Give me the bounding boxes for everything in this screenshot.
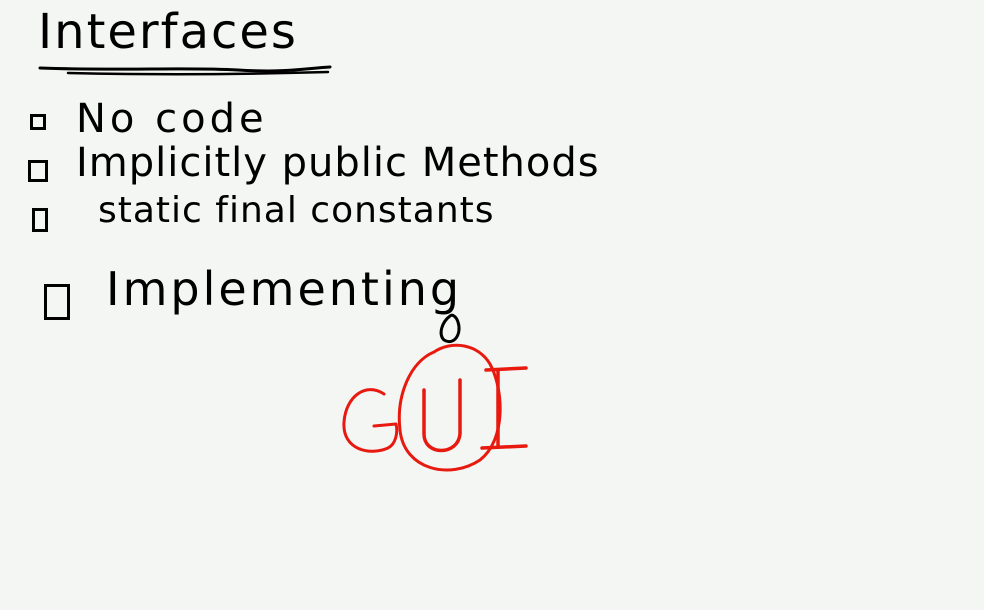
checkbox-icon[interactable]: [28, 160, 48, 182]
checkbox-icon[interactable]: [32, 208, 48, 232]
list-item-label: static final constants: [98, 190, 495, 231]
letter-u-stroke: [422, 378, 462, 453]
checkbox-icon[interactable]: [44, 284, 70, 320]
list-item-label: No code: [76, 96, 268, 142]
gui-annotation: [342, 313, 528, 472]
letter-i-stroke: [480, 366, 528, 450]
list-item-label: Implementing: [106, 262, 463, 316]
checkbox-icon[interactable]: [30, 114, 46, 130]
annotation-circle: [397, 343, 502, 472]
page-title: Interfaces: [38, 4, 298, 60]
title-underline: [38, 65, 332, 76]
list-item-implementing: Implementing: [40, 262, 660, 322]
list-item-static-final-constants: static final constants: [26, 190, 646, 250]
list-item-public-methods: Implicitly public Methods: [26, 140, 646, 200]
letter-g-stroke: [342, 388, 399, 453]
list-item-label: Implicitly public Methods: [76, 140, 600, 186]
list-item-no-code: No code: [26, 96, 646, 156]
connector-loop: [439, 313, 461, 343]
